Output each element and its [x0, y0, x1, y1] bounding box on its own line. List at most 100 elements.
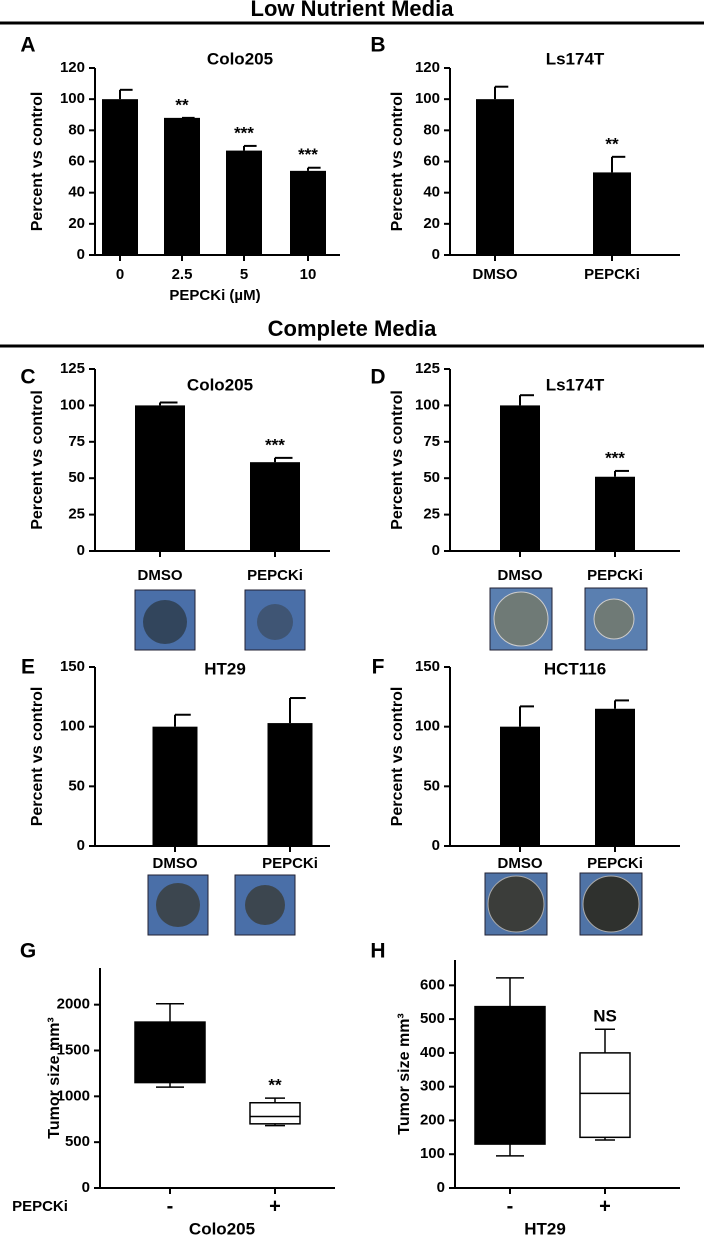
x-tick-label: DMSO: [473, 266, 518, 283]
x-tick-label: PEPCKi: [584, 266, 640, 283]
cell-cluster: [487, 875, 545, 933]
cell-cluster: [245, 885, 285, 925]
y-tick-label: 100: [415, 718, 440, 735]
chart-title: HCT116: [544, 659, 606, 678]
section-header: Low Nutrient Media: [251, 0, 455, 21]
box: [579, 1052, 631, 1139]
y-tick-label: 1000: [57, 1087, 90, 1104]
y-tick-label: 150: [415, 658, 440, 675]
cell-cluster: [593, 598, 635, 640]
y-tick-label: 600: [420, 976, 445, 993]
y-tick-label: 60: [68, 152, 85, 169]
bar: [500, 405, 540, 551]
section-header: Complete Media: [268, 316, 437, 341]
x-tick-label: DMSO: [498, 567, 543, 584]
significance-label: **: [268, 1076, 282, 1095]
x-tick-label: 2.5: [172, 266, 193, 283]
box: [134, 1021, 206, 1084]
panel-label: E: [21, 656, 35, 679]
y-tick-label: 20: [423, 215, 440, 232]
x-tick-label: 5: [240, 266, 248, 283]
y-tick-label: 400: [420, 1044, 445, 1061]
y-axis-label: Percent vs control: [389, 687, 406, 827]
significance-label: ***: [298, 145, 318, 164]
cell-cluster: [582, 875, 640, 933]
bar: [135, 405, 185, 551]
bar: [267, 723, 313, 846]
y-tick-label: 60: [423, 152, 440, 169]
panel-label: B: [370, 34, 385, 57]
y-tick-label: 25: [423, 506, 440, 523]
bar: [290, 170, 326, 255]
y-tick-label: 125: [415, 360, 440, 377]
x-tick-label: 0: [116, 266, 124, 283]
y-tick-label: 300: [420, 1078, 445, 1095]
significance-label: **: [605, 134, 619, 153]
x-tick-label: PEPCKi: [247, 567, 303, 584]
y-tick-label: 80: [423, 121, 440, 138]
y-tick-label: 100: [415, 90, 440, 107]
y-tick-label: 0: [437, 1179, 445, 1196]
bar: [500, 726, 540, 846]
bar: [226, 150, 262, 255]
y-tick-label: 2000: [57, 996, 90, 1013]
y-tick-label: 100: [420, 1145, 445, 1162]
bar: [250, 462, 300, 551]
y-axis-label: Percent vs control: [389, 390, 406, 530]
y-tick-label: 20: [68, 215, 85, 232]
micrographs: [134, 587, 648, 936]
x-tick-label: DMSO: [138, 567, 183, 584]
x-tick-label: DMSO: [498, 855, 543, 872]
y-tick-label: 0: [432, 837, 440, 854]
bar: [595, 708, 635, 846]
x-tick-label: -: [507, 1195, 514, 1217]
box: [474, 1005, 546, 1145]
x-tick-label: 10: [300, 266, 317, 283]
chart-title: Ls174T: [546, 49, 605, 68]
chart-title: Colo205: [207, 49, 273, 68]
significance-label: ***: [605, 448, 625, 467]
cell-cluster: [156, 883, 200, 927]
y-tick-label: 50: [68, 469, 85, 486]
y-tick-label: 100: [60, 396, 85, 413]
y-tick-label: 0: [77, 542, 85, 559]
y-axis-label: Percent vs control: [29, 687, 46, 827]
chart-title: HT29: [204, 659, 246, 678]
bar: [102, 99, 138, 256]
y-tick-label: 150: [60, 658, 85, 675]
x-tick-label: DMSO: [153, 855, 198, 872]
panel-label: F: [372, 656, 385, 679]
bar: [476, 99, 514, 256]
y-tick-label: 0: [432, 542, 440, 559]
panel-label: H: [370, 940, 385, 963]
significance-label: NS: [593, 1007, 617, 1026]
significance-label: ***: [234, 123, 254, 142]
y-tick-label: 120: [60, 59, 85, 76]
x-tick-label: PEPCKi: [587, 567, 643, 584]
chart-title: Ls174T: [546, 375, 605, 394]
y-tick-label: 40: [68, 184, 85, 201]
y-tick-label: 80: [68, 121, 85, 138]
panel-label: D: [370, 366, 385, 389]
y-tick-label: 200: [420, 1111, 445, 1128]
x-axis-label: HT29: [524, 1219, 566, 1238]
y-tick-label: 500: [420, 1010, 445, 1027]
y-axis-label: Percent vs control: [29, 92, 46, 232]
y-tick-label: 500: [65, 1133, 90, 1150]
significance-label: ***: [265, 435, 285, 454]
bar: [164, 117, 200, 255]
panel-label: A: [20, 34, 35, 57]
y-axis-label: Percent vs control: [29, 390, 46, 530]
y-tick-label: 100: [60, 718, 85, 735]
y-tick-label: 25: [68, 506, 85, 523]
y-axis-label: Tumor size mm³: [396, 1013, 413, 1135]
y-tick-label: 0: [77, 837, 85, 854]
significance-label: **: [175, 95, 189, 114]
bar: [595, 476, 635, 551]
row-label: PEPCKi: [12, 1198, 68, 1215]
y-tick-label: 100: [415, 396, 440, 413]
y-tick-label: 0: [82, 1179, 90, 1196]
y-tick-label: 40: [423, 184, 440, 201]
panel-label: C: [20, 366, 35, 389]
